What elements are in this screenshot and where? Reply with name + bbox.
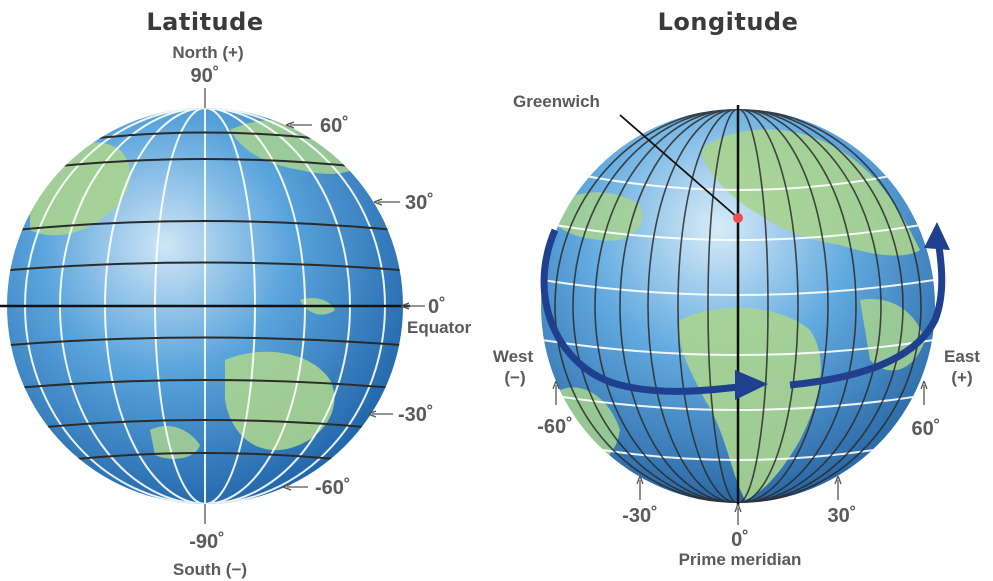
- lat-60-label: 60˚: [320, 114, 349, 137]
- south-label: South (−): [173, 560, 247, 579]
- greenwich-dot: [733, 213, 743, 223]
- latitude-title: Latitude: [146, 8, 263, 36]
- rotation-arrow-west: [540, 228, 756, 395]
- rotation-arrowhead-back: [924, 222, 950, 250]
- equator-label: Equator: [407, 318, 472, 337]
- lat-neg60-label: -60˚: [315, 476, 351, 499]
- lat-0-label: 0˚: [428, 295, 446, 318]
- north-label: North (+): [172, 43, 243, 62]
- longitude-title: Longitude: [658, 8, 799, 36]
- south-pole-value: -90˚: [189, 530, 225, 553]
- greenwich-label: Greenwich: [513, 92, 600, 111]
- east-sign: (+): [951, 368, 972, 387]
- west-sign: (−): [504, 368, 525, 387]
- lon-60-label: 60˚: [912, 417, 941, 440]
- north-pole-value: 90˚: [191, 64, 220, 87]
- east-label: East: [944, 347, 980, 366]
- lon-0-label: 0˚: [731, 528, 749, 551]
- lon-30-label: 30˚: [828, 504, 857, 527]
- lon-neg30-label: -30˚: [622, 504, 658, 527]
- lat-30-label: 30˚: [405, 191, 434, 214]
- lon-neg60-label: -60˚: [537, 415, 573, 438]
- rotation-arrow-east: [789, 239, 946, 389]
- rotation-arrowhead-front: [735, 370, 768, 400]
- latitude-globe: Latitude: [0, 8, 472, 579]
- greenwich-leader: [619, 114, 739, 219]
- longitude-grid: [541, 109, 935, 503]
- lat-neg30-label: -30˚: [398, 403, 434, 426]
- west-label: West: [493, 347, 534, 366]
- longitude-globe: Longitude: [493, 8, 980, 569]
- prime-meridian-label: Prime meridian: [679, 550, 802, 569]
